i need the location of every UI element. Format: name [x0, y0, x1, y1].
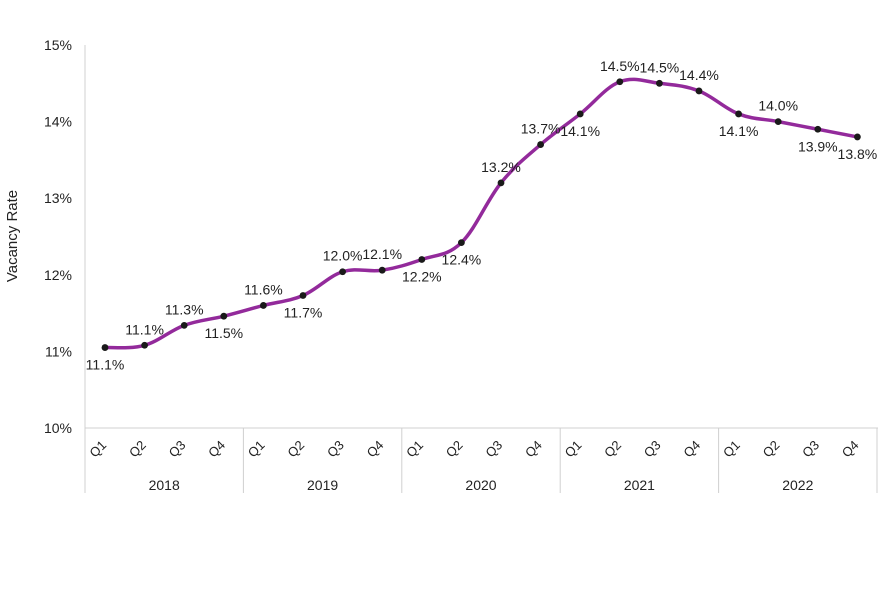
year-label: 2019: [307, 477, 338, 493]
y-tick-label: 10%: [44, 420, 72, 436]
data-point: [576, 110, 584, 118]
data-point: [854, 133, 861, 141]
data-point: [774, 118, 782, 125]
data-point: [537, 141, 544, 148]
data-point: [616, 78, 624, 86]
y-tick-label: 13%: [44, 190, 72, 206]
data-point: [339, 268, 346, 276]
x-tick-label: Q3: [641, 437, 664, 460]
x-axis: Q1 Q2 Q3 Q4 2018 Q1 Q2 Q3 Q4 2019 Q1 Q2 Q3 Q4 2020 Q1 Q2…: [84, 427, 878, 493]
x-tick-label: Q4: [205, 437, 228, 460]
data-point: [458, 239, 465, 247]
data-label: 11.1%: [125, 321, 164, 337]
y-tick-label: 15%: [44, 37, 72, 53]
data-label: 11.6%: [244, 281, 283, 297]
data-label: 13.9%: [798, 138, 838, 154]
y-axis-title: Vacancy Rate: [4, 190, 21, 282]
data-label: 14.4%: [679, 67, 719, 83]
x-tick-label: Q2: [443, 437, 466, 460]
x-tick-label: Q1: [403, 437, 426, 460]
x-tick-label: Q2: [760, 437, 783, 460]
data-label: 14.1%: [560, 123, 600, 139]
x-tick-label: Q2: [126, 437, 149, 460]
data-label: 14.5%: [640, 59, 680, 75]
x-tick-label: Q2: [284, 437, 307, 460]
data-point: [735, 110, 742, 118]
data-label: 11.1%: [86, 357, 125, 373]
data-point: [418, 256, 426, 263]
data-point: [814, 125, 822, 133]
y-tick-label: 12%: [44, 267, 72, 283]
x-tick-label: Q3: [482, 437, 505, 460]
x-tick-label: Q4: [364, 437, 387, 460]
data-point: [378, 266, 386, 274]
data-label: 13.7%: [521, 121, 561, 137]
data-point: [101, 344, 109, 351]
data-label: 13.8%: [838, 146, 878, 162]
y-tick-label: 14%: [44, 114, 72, 130]
data-label: 14.5%: [600, 58, 640, 74]
data-label: 11.3%: [165, 301, 204, 317]
data-point: [695, 87, 703, 95]
y-axis: 10% 11% 12% 13% 14% 15%: [44, 37, 86, 436]
data-label: 14.1%: [719, 123, 759, 139]
year-label: 2021: [624, 477, 655, 493]
x-tick-label: Q2: [601, 437, 624, 460]
x-tick-label: Q1: [245, 437, 268, 460]
data-labels: 11.1%11.1%11.3%11.5%11.6%11.7%12.0% 12.1%…: [86, 58, 878, 373]
data-label: 13.2%: [481, 159, 521, 175]
data-point: [260, 302, 267, 309]
year-label: 2020: [465, 477, 496, 493]
data-point: [180, 321, 188, 329]
x-tick-label: Q3: [324, 437, 347, 460]
series-layer: [101, 77, 861, 351]
x-tick-label: Q1: [86, 437, 109, 460]
x-tick-label: Q3: [799, 437, 822, 460]
data-label: 12.0%: [323, 248, 363, 264]
data-point: [141, 341, 149, 349]
data-label: 12.2%: [402, 268, 442, 284]
x-tick-label: Q4: [680, 437, 703, 460]
data-label: 12.1%: [362, 246, 402, 262]
data-point: [220, 312, 228, 320]
data-point: [656, 79, 663, 87]
year-label: 2022: [782, 477, 813, 493]
data-point: [497, 179, 505, 187]
data-point: [299, 292, 307, 299]
year-label: 2018: [149, 477, 180, 493]
x-tick-label: Q3: [166, 437, 189, 460]
data-label: 14.0%: [758, 98, 798, 114]
data-label: 12.4%: [442, 252, 482, 268]
data-label: 11.5%: [204, 325, 243, 341]
series-line: [103, 77, 860, 350]
y-tick-label: 11%: [45, 343, 72, 359]
x-tick-label: Q4: [522, 437, 545, 460]
x-tick-label: Q1: [562, 437, 585, 460]
x-tick-label: Q1: [720, 437, 743, 460]
x-tick-label: Q4: [839, 437, 862, 460]
data-label: 11.7%: [284, 304, 323, 320]
